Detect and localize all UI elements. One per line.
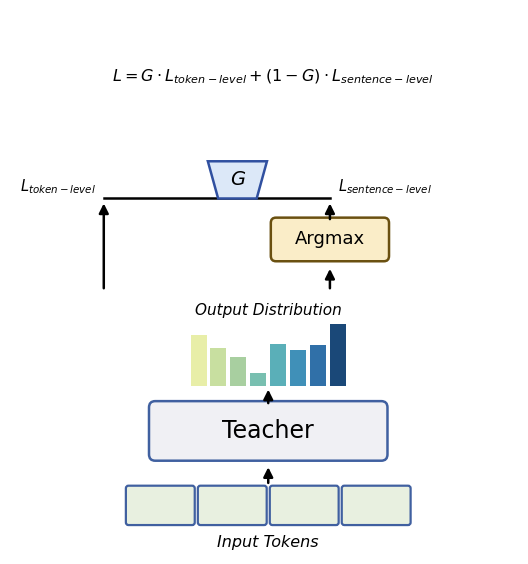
Text: Input Tokens: Input Tokens xyxy=(218,535,319,550)
FancyBboxPatch shape xyxy=(198,486,267,525)
Bar xyxy=(191,334,206,386)
Text: $L_{sentence-level}$: $L_{sentence-level}$ xyxy=(337,177,431,196)
FancyBboxPatch shape xyxy=(270,486,338,525)
Bar xyxy=(230,357,247,386)
Text: G: G xyxy=(230,170,245,190)
FancyBboxPatch shape xyxy=(342,486,411,525)
Bar xyxy=(290,350,306,386)
Bar xyxy=(250,373,266,386)
FancyBboxPatch shape xyxy=(149,401,388,461)
Text: $L_{token-level}$: $L_{token-level}$ xyxy=(20,177,96,196)
Text: $L = G \cdot L_{token-level} + (1 - G) \cdot L_{sentence-level}$: $L = G \cdot L_{token-level} + (1 - G) \… xyxy=(112,68,435,86)
Text: Teacher: Teacher xyxy=(222,419,314,443)
FancyBboxPatch shape xyxy=(126,486,195,525)
Text: Output Distribution: Output Distribution xyxy=(195,303,342,318)
Bar xyxy=(310,345,326,386)
Bar xyxy=(211,348,227,386)
Polygon shape xyxy=(208,161,267,199)
FancyBboxPatch shape xyxy=(271,218,389,261)
Bar xyxy=(330,324,346,386)
Text: Argmax: Argmax xyxy=(295,231,365,249)
Bar xyxy=(270,343,286,386)
